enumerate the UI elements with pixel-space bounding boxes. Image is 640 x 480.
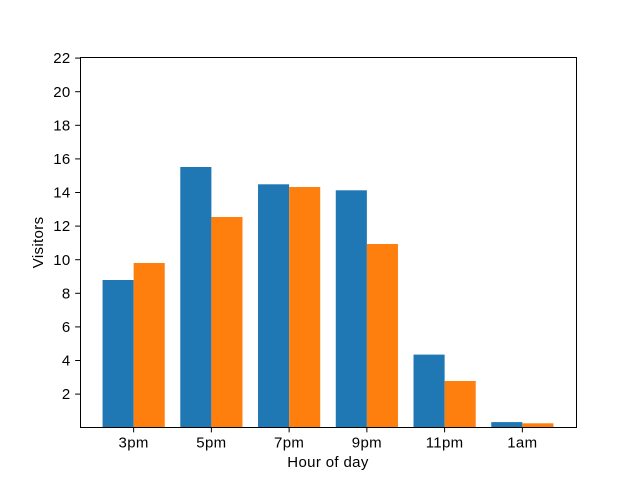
svg-text:8: 8: [62, 285, 71, 302]
svg-text:9pm: 9pm: [352, 435, 382, 452]
svg-text:Visitors: Visitors: [30, 217, 47, 269]
svg-text:11pm: 11pm: [426, 435, 464, 452]
svg-text:18: 18: [53, 117, 70, 134]
svg-text:5pm: 5pm: [196, 435, 226, 452]
svg-text:4: 4: [62, 353, 71, 370]
svg-text:16: 16: [53, 151, 70, 168]
svg-text:2: 2: [62, 386, 71, 403]
svg-text:22: 22: [53, 50, 70, 67]
svg-text:14: 14: [53, 185, 70, 202]
svg-text:20: 20: [53, 84, 70, 101]
svg-text:1am: 1am: [507, 435, 537, 452]
svg-text:10: 10: [53, 252, 70, 269]
svg-text:3pm: 3pm: [119, 435, 149, 452]
svg-text:6: 6: [62, 319, 71, 336]
svg-text:7pm: 7pm: [274, 435, 304, 452]
svg-text:Hour of day: Hour of day: [287, 454, 369, 471]
svg-text:12: 12: [53, 218, 70, 235]
